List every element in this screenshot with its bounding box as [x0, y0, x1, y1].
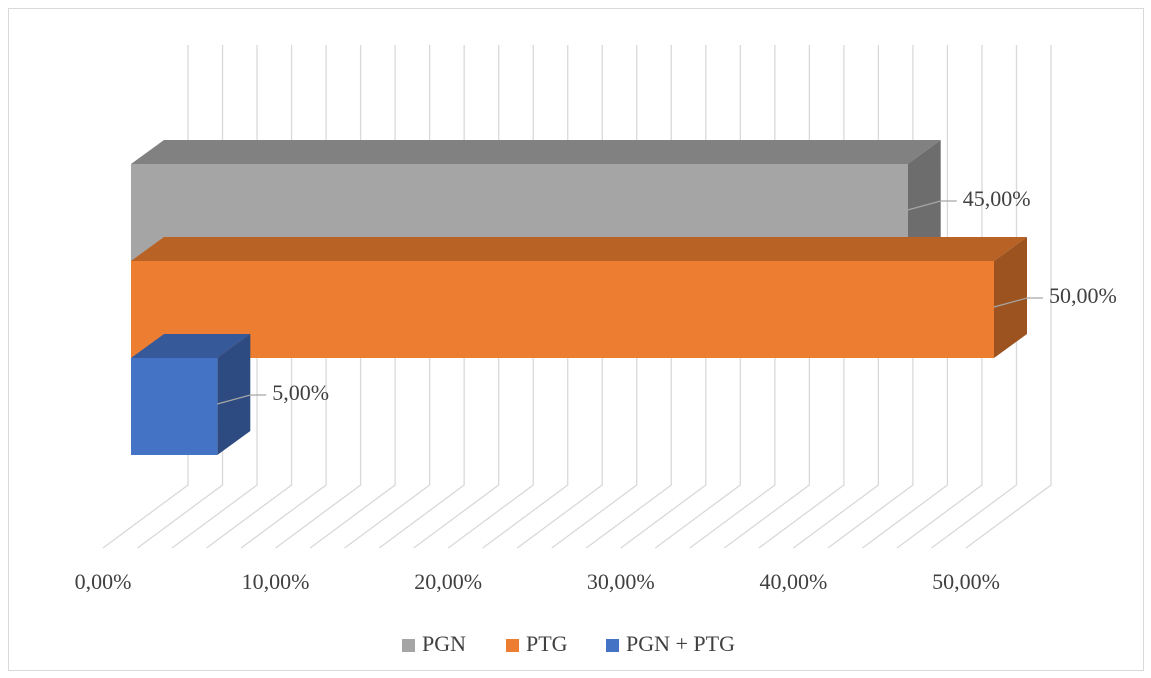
x-tick-label: 0,00% [75, 569, 132, 594]
x-tick-label: 40,00% [759, 569, 827, 594]
bar-top [131, 140, 941, 164]
legend-swatch [506, 639, 519, 652]
data-label: 50,00% [1049, 283, 1117, 308]
bar [131, 261, 994, 358]
leader-line [217, 394, 267, 405]
bar [131, 358, 218, 455]
bar-side [217, 334, 251, 455]
grid-line [896, 45, 983, 549]
data-label: 5,00% [272, 380, 329, 405]
grid-line [862, 45, 949, 549]
legend-swatch [606, 639, 619, 652]
leader-line [907, 200, 957, 211]
leader-line [993, 297, 1043, 308]
grid-line [931, 45, 1018, 549]
legend-label: PTG [526, 631, 568, 656]
bar-side [994, 237, 1027, 358]
x-tick-label: 30,00% [587, 569, 655, 594]
x-tick-label: 20,00% [414, 569, 482, 594]
x-tick-label: 50,00% [932, 569, 1000, 594]
legend-label: PGN + PTG [626, 631, 735, 656]
bar-top [131, 334, 251, 358]
x-tick-label: 10,00% [242, 569, 310, 594]
data-label: 45,00% [963, 186, 1031, 211]
grid-line [965, 45, 1052, 549]
bar-top [131, 237, 1027, 261]
legend-swatch [402, 639, 415, 652]
bar-side [907, 140, 941, 261]
legend-label: PGN [422, 631, 466, 656]
